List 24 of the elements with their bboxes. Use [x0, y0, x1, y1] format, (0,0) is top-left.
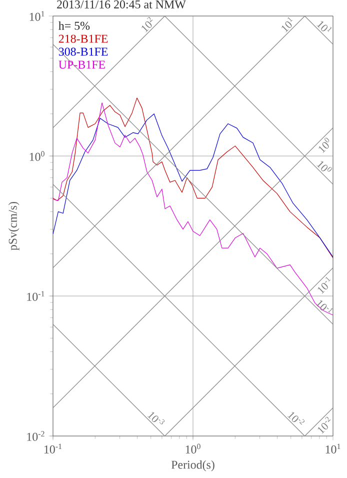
text: 10$^{0}$	[318, 138, 330, 153]
x-axis-title: Period(s)	[171, 460, 214, 472]
text: 10$^{-2}$	[318, 416, 331, 434]
annotation: h= 5%	[58, 21, 90, 30]
text: 10$^{2}$	[142, 17, 153, 32]
y-tick-label: 10$^{0}$	[30, 151, 44, 161]
text: 10$^{0}$	[316, 161, 332, 172]
y-tick-label: 10$^{-1}$	[27, 291, 44, 301]
text: 10$^{-3}$	[147, 412, 165, 424]
x-tick-label: 10$^{1}$	[326, 444, 340, 454]
text: UP-B1FE	[58, 60, 105, 69]
text: 10$^{1}$	[282, 17, 293, 32]
y-axis-title: pSv(cm/s)	[8, 202, 20, 250]
text: 218-B1FE	[58, 34, 108, 43]
text: 10$^{-1}$	[316, 300, 333, 313]
y-tick-label: 10$^{1}$	[30, 11, 44, 21]
chart-title: 2013/11/16 20:45 at NMW	[57, 0, 186, 9]
y-tick-label: 10$^{-2}$	[27, 431, 44, 441]
x-tick-label: 10$^{-1}$	[44, 444, 62, 454]
text: 10$^{-2}$	[287, 412, 305, 425]
text: 10$^{1}$	[316, 21, 332, 32]
text: 308-B1FE	[58, 48, 108, 56]
x-tick-label: 10$^{0}$	[186, 444, 200, 454]
text: 10$^{-1}$	[318, 276, 331, 294]
